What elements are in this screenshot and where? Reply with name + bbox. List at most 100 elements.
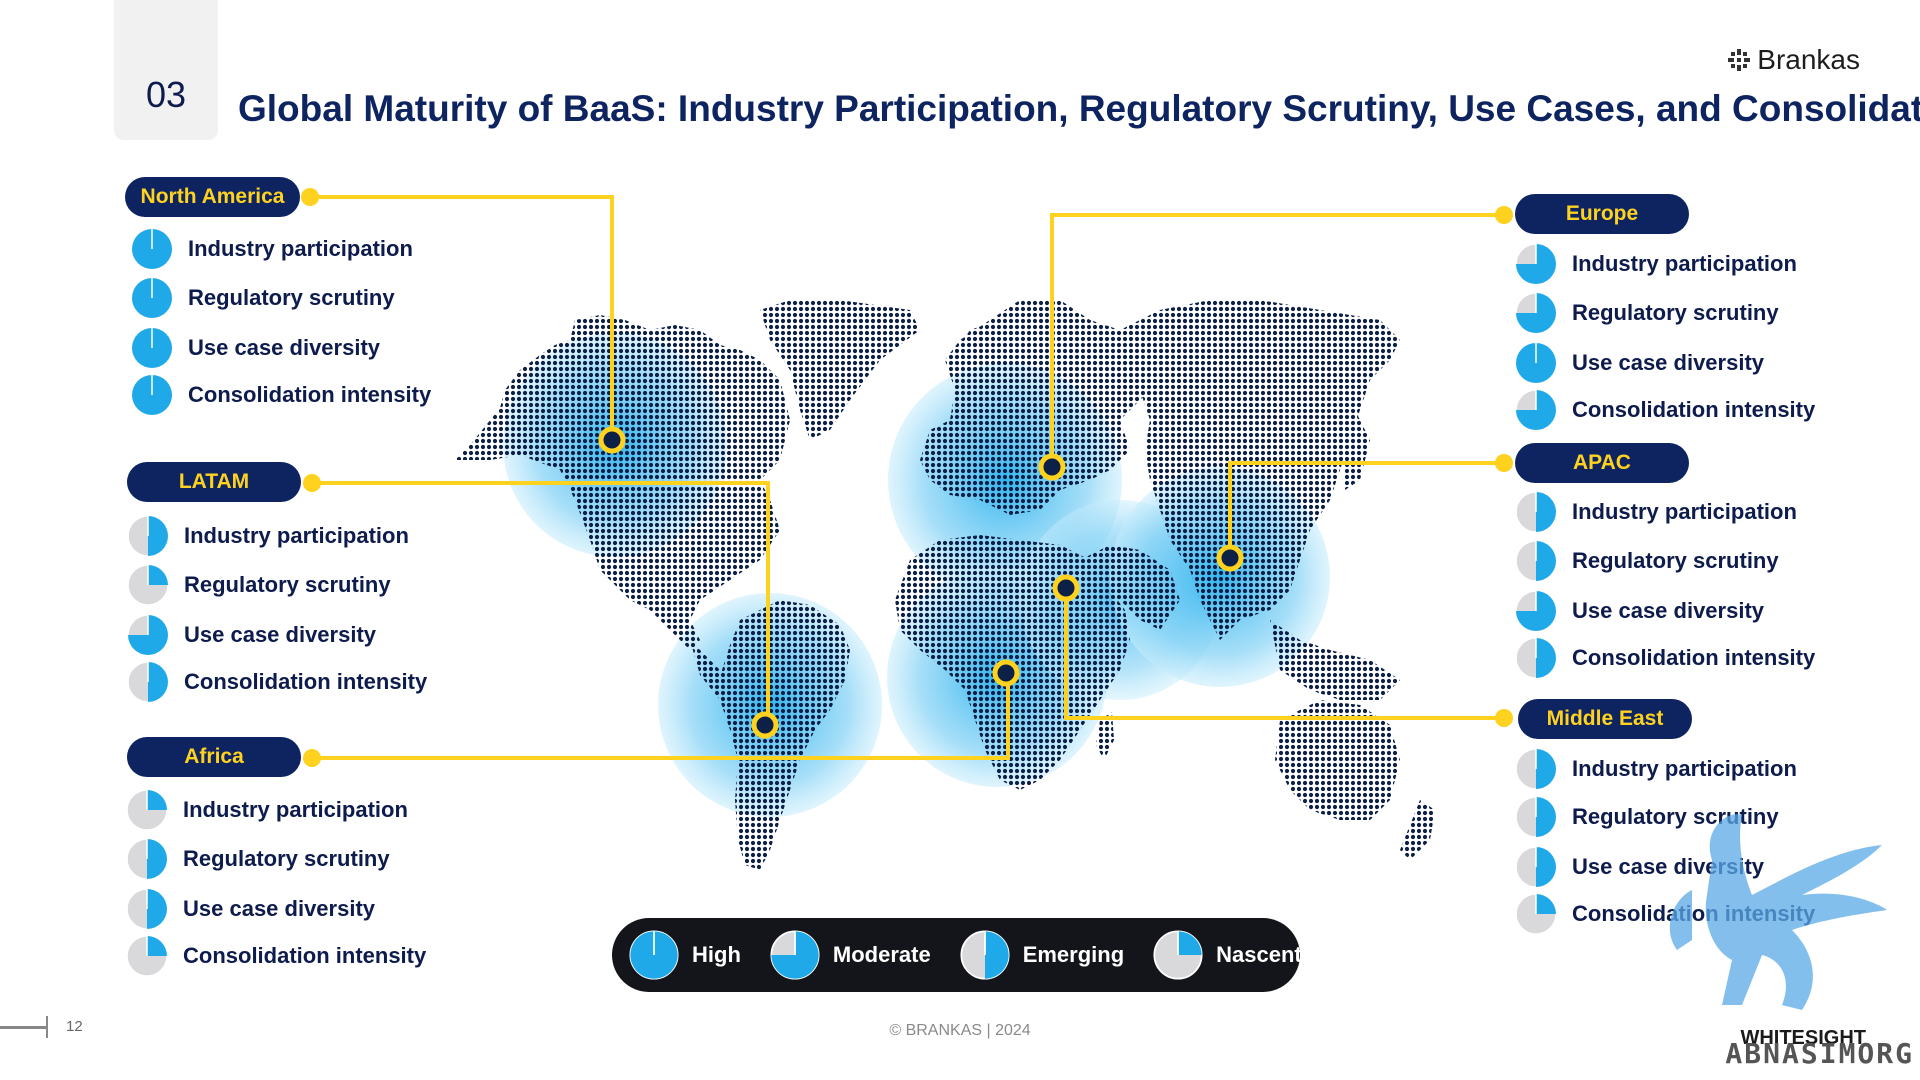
middle-east-anchor-dot xyxy=(1495,709,1513,727)
metric-label: Use case diversity xyxy=(183,896,375,922)
apac-anchor-dot xyxy=(1495,454,1513,472)
region-label: North America xyxy=(125,177,300,217)
maturity-pie-icon xyxy=(126,563,170,607)
maturity-pie-icon xyxy=(1514,242,1558,286)
africa-anchor-dot xyxy=(303,749,321,767)
metric-row: Regulatory scrutiny xyxy=(125,837,390,881)
maturity-pie-icon xyxy=(1514,589,1558,633)
maturity-pie-icon xyxy=(126,514,170,558)
maturity-pie-icon xyxy=(1514,291,1558,335)
region-label: APAC xyxy=(1515,443,1689,483)
north-america-anchor-dot xyxy=(301,188,319,206)
region-label: LATAM xyxy=(127,462,301,502)
legend-label: Moderate xyxy=(833,942,931,968)
pie-moderate-icon xyxy=(769,929,821,981)
metric-label: Use case diversity xyxy=(184,622,376,648)
maturity-pie-icon xyxy=(1514,747,1558,791)
maturity-pie-icon xyxy=(1514,795,1558,839)
metric-row: Use case diversity xyxy=(130,326,380,370)
pie-nascent-icon xyxy=(1152,929,1204,981)
pie-high-icon xyxy=(628,929,680,981)
metric-label: Industry participation xyxy=(183,797,408,823)
metric-label: Industry participation xyxy=(1572,499,1797,525)
metric-label: Consolidation intensity xyxy=(1572,645,1815,671)
maturity-pie-icon xyxy=(1514,490,1558,534)
north-america-marker xyxy=(601,429,623,451)
legend-label: Nascent xyxy=(1216,942,1302,968)
maturity-pie-icon xyxy=(125,934,169,978)
region-middle-east: Middle East xyxy=(1518,699,1692,739)
griffin-watermark-icon xyxy=(1632,800,1902,1050)
region-label: Middle East xyxy=(1518,699,1692,739)
metric-row: Consolidation intensity xyxy=(130,373,431,417)
latam-anchor-dot xyxy=(303,474,321,492)
metric-row: Regulatory scrutiny xyxy=(1514,291,1779,335)
metric-row: Industry participation xyxy=(1514,490,1797,534)
maturity-pie-icon xyxy=(125,887,169,931)
metric-row: Regulatory scrutiny xyxy=(126,563,391,607)
region-europe: Europe xyxy=(1515,194,1689,234)
metric-row: Consolidation intensity xyxy=(1514,636,1815,680)
metric-label: Industry participation xyxy=(1572,251,1797,277)
legend-label: High xyxy=(692,942,741,968)
metric-row: Regulatory scrutiny xyxy=(1514,539,1779,583)
region-label: Europe xyxy=(1515,194,1689,234)
dotted-landmass xyxy=(440,290,1440,890)
europe-anchor-dot xyxy=(1495,206,1513,224)
legend-item-high: High xyxy=(628,929,741,981)
metric-label: Regulatory scrutiny xyxy=(184,572,391,598)
maturity-pie-icon xyxy=(125,837,169,881)
metric-row: Consolidation intensity xyxy=(1514,388,1815,432)
maturity-pie-icon xyxy=(130,326,174,370)
europe-marker xyxy=(1041,456,1063,478)
maturity-legend: High Moderate Emerging Nascent xyxy=(612,918,1300,992)
metric-label: Consolidation intensity xyxy=(184,669,427,695)
metric-label: Consolidation intensity xyxy=(188,382,431,408)
metric-row: Industry participation xyxy=(130,227,413,271)
maturity-pie-icon xyxy=(1514,892,1558,936)
metric-row: Industry participation xyxy=(125,788,408,832)
metric-label: Industry participation xyxy=(188,236,413,262)
legend-item-nascent: Nascent xyxy=(1152,929,1302,981)
latam-marker xyxy=(754,714,776,736)
maturity-pie-icon xyxy=(1514,636,1558,680)
metric-row: Use case diversity xyxy=(126,613,376,657)
maturity-pie-icon xyxy=(130,276,174,320)
metric-row: Regulatory scrutiny xyxy=(130,276,395,320)
legend-item-moderate: Moderate xyxy=(769,929,931,981)
watermark-text: ABNASIMORG xyxy=(1725,1037,1914,1070)
maturity-pie-icon xyxy=(126,613,170,657)
metric-row: Industry participation xyxy=(1514,242,1797,286)
metric-row: Use case diversity xyxy=(125,887,375,931)
metric-label: Use case diversity xyxy=(1572,598,1764,624)
legend-label: Emerging xyxy=(1023,942,1124,968)
maturity-pie-icon xyxy=(126,660,170,704)
apac-marker xyxy=(1219,547,1241,569)
maturity-pie-icon xyxy=(1514,388,1558,432)
metric-row: Consolidation intensity xyxy=(125,934,426,978)
metric-label: Use case diversity xyxy=(1572,350,1764,376)
legend-item-emerging: Emerging xyxy=(959,929,1124,981)
region-africa: Africa xyxy=(127,737,301,777)
africa-marker xyxy=(995,662,1017,684)
region-latam: LATAM xyxy=(127,462,301,502)
maturity-pie-icon xyxy=(130,373,174,417)
metric-label: Use case diversity xyxy=(188,335,380,361)
pie-emerging-icon xyxy=(959,929,1011,981)
metric-row: Industry participation xyxy=(1514,747,1797,791)
region-apac: APAC xyxy=(1515,443,1689,483)
maturity-pie-icon xyxy=(125,788,169,832)
metric-row: Industry participation xyxy=(126,514,409,558)
region-label: Africa xyxy=(127,737,301,777)
middle-east-marker xyxy=(1055,577,1077,599)
maturity-pie-icon xyxy=(1514,539,1558,583)
metric-label: Regulatory scrutiny xyxy=(1572,300,1779,326)
maturity-pie-icon xyxy=(130,227,174,271)
metric-row: Use case diversity xyxy=(1514,589,1764,633)
region-north-america: North America xyxy=(125,177,300,217)
maturity-pie-icon xyxy=(1514,845,1558,889)
metric-label: Regulatory scrutiny xyxy=(183,846,390,872)
maturity-pie-icon xyxy=(1514,341,1558,385)
metric-label: Industry participation xyxy=(184,523,409,549)
metric-row: Consolidation intensity xyxy=(126,660,427,704)
